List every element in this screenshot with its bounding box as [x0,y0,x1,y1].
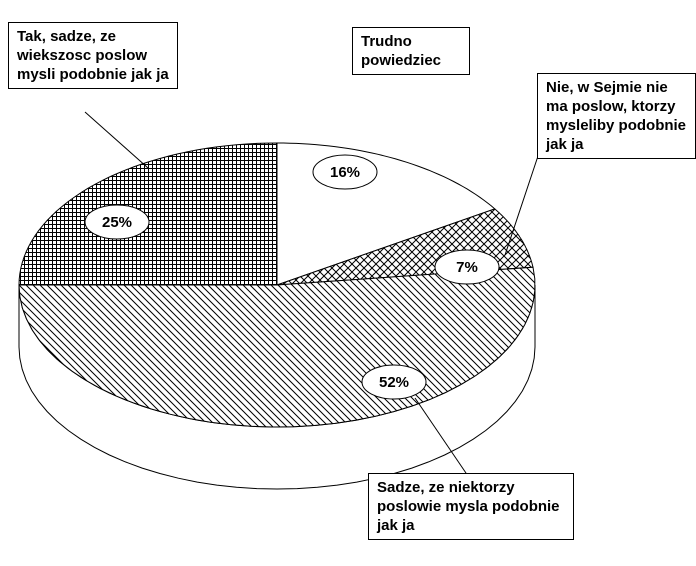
value-label-bg [361,364,427,400]
leader-line [84,111,149,169]
category-label: Trudno powiedziec [352,27,470,75]
category-label: Sadze, ze niektorzy poslowie mysla podob… [368,473,574,540]
value-label-bg [434,249,500,285]
value-label-bg [312,154,378,190]
category-label: Tak, sadze, ze wiekszosc poslow mysli po… [8,22,178,89]
pie-slice [18,142,278,286]
value-label: 16% [330,164,360,181]
category-label: Nie, w Sejmie nie ma poslow, ktorzy mysl… [537,73,696,159]
value-label-bg [84,204,150,240]
value-label: 52% [379,374,409,391]
leader-line [414,397,469,477]
value-label: 25% [102,214,132,231]
value-label: 7% [456,259,478,276]
leader-line [504,149,541,256]
